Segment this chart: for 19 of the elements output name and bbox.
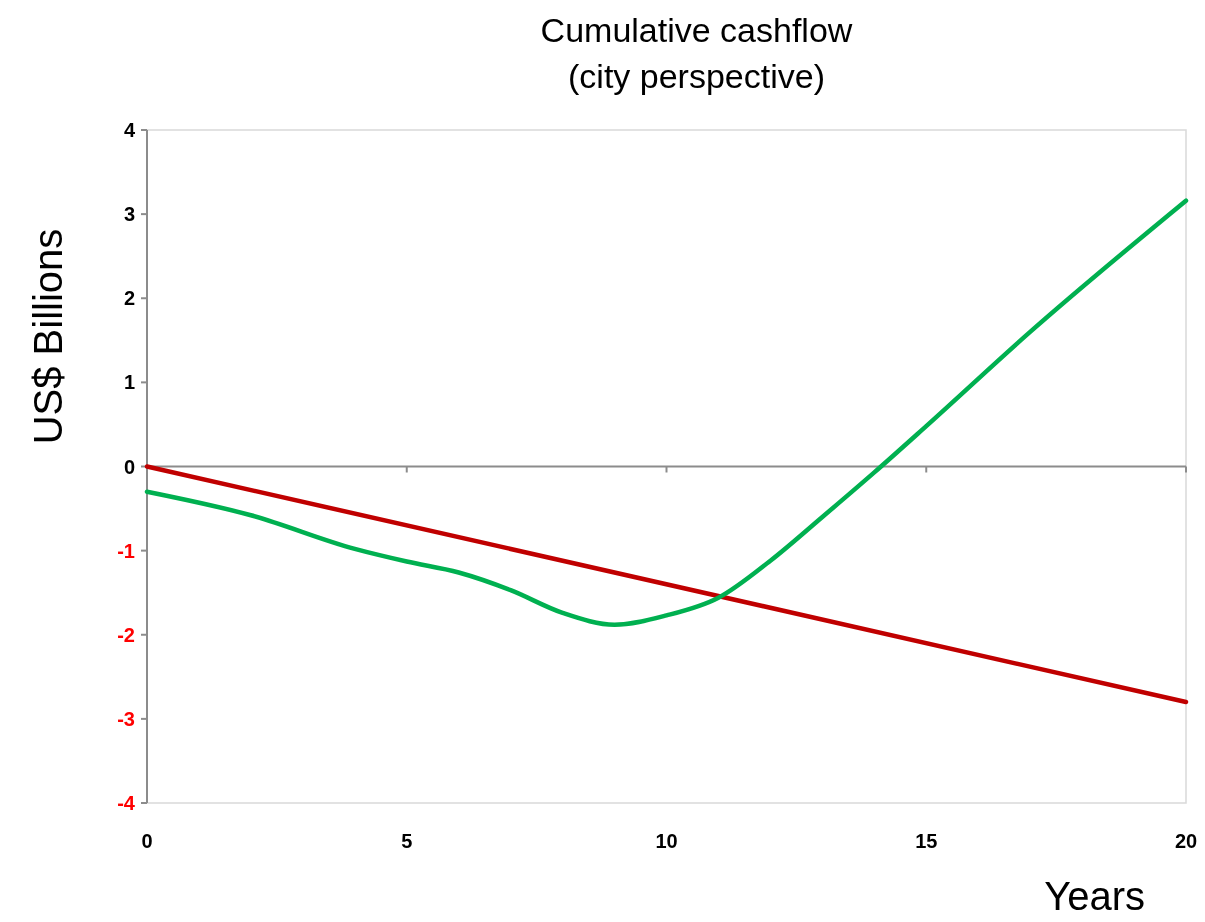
y-tick-label: -4 [117, 792, 136, 814]
y-axis-title: US$ Billions [26, 228, 70, 445]
x-axis-title: Years [1044, 874, 1145, 918]
y-tick-label: -3 [117, 707, 135, 730]
y-tick-label: 4 [123, 119, 136, 141]
y-tick-label: -2 [117, 623, 135, 646]
y-tick-label: -1 [117, 539, 135, 562]
y-tick-label: 2 [123, 287, 135, 310]
y-tick-label: 3 [123, 203, 135, 226]
line-series [144, 198, 1189, 627]
x-tick-label: 20 [1174, 830, 1198, 852]
y-tick-label: 1 [123, 371, 135, 394]
x-tick-label: 10 [655, 830, 678, 852]
y-tick-label: 0 [123, 455, 135, 478]
x-tick-label: 5 [401, 830, 413, 852]
chart-title: Cumulative cashflow [540, 11, 853, 49]
chart-subtitle: (city perspective) [568, 57, 825, 95]
x-tick-label: 15 [915, 830, 938, 852]
x-tick-label: 0 [141, 830, 153, 852]
